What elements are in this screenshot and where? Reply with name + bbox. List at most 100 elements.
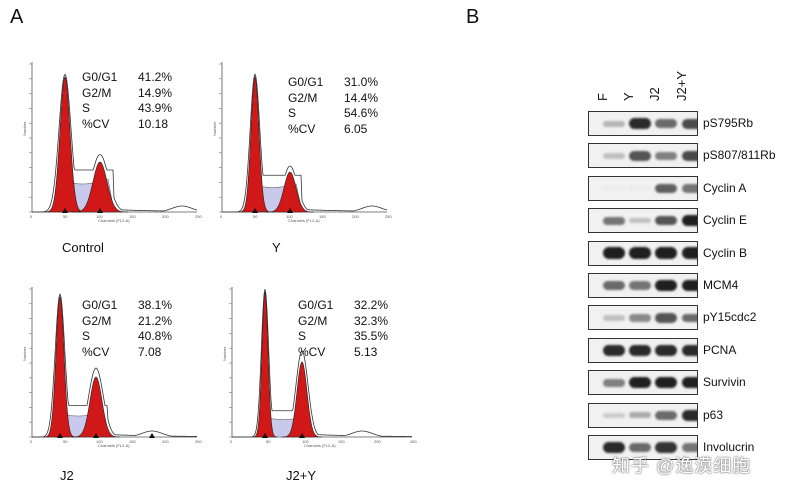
stat-value: 6.05 bbox=[344, 121, 368, 136]
blot-band bbox=[655, 376, 677, 389]
stat-value: 5.13 bbox=[354, 344, 378, 359]
blot-strip bbox=[588, 370, 698, 396]
blot-band bbox=[682, 247, 697, 259]
blot-strip bbox=[588, 305, 698, 331]
gate-marker bbox=[57, 433, 63, 438]
blot-band bbox=[629, 247, 651, 259]
lane-label: Y bbox=[621, 92, 636, 101]
blot-band bbox=[655, 344, 677, 356]
stats-control: G0/G1 41.2% G2/M 14.9% S 43.9% %CV 10.18 bbox=[82, 70, 172, 132]
stat-key: G0/G1 bbox=[298, 298, 334, 312]
x-tick-label: 50 bbox=[63, 214, 68, 219]
watermark: 知乎 @逸漠细胞 bbox=[612, 456, 752, 476]
blot-band bbox=[603, 315, 625, 321]
blot-band bbox=[603, 247, 625, 259]
lane-label: J2 bbox=[647, 87, 662, 101]
g0g1-peak bbox=[44, 76, 86, 213]
stat-value: 7.08 bbox=[138, 344, 162, 359]
panel-a-label: A bbox=[10, 6, 24, 28]
blot-band bbox=[629, 344, 651, 356]
stat-value: 21.2% bbox=[138, 313, 173, 328]
x-tick-label: 0 bbox=[220, 214, 223, 219]
blot-protein-label: pY15cdc2 bbox=[703, 310, 757, 325]
blot-strip bbox=[588, 143, 698, 169]
blot-band bbox=[603, 344, 625, 356]
stat-key: S bbox=[82, 329, 91, 343]
blot-band bbox=[655, 247, 677, 259]
y-axis-label: Number bbox=[22, 346, 27, 361]
y-axis-label: Number bbox=[212, 121, 217, 136]
blot-protein-label: pS807/811Rb bbox=[703, 148, 776, 163]
blot-protein-label: PCNA bbox=[703, 342, 737, 357]
blot-strip bbox=[588, 402, 698, 428]
stats-j2y: G0/G1 32.2% G2/M 32.3% S 35.5% %CV 5.13 bbox=[298, 298, 388, 360]
blot-band bbox=[682, 184, 697, 193]
histogram-outline bbox=[222, 73, 388, 213]
blot-band bbox=[655, 313, 677, 323]
g0g1-peak bbox=[238, 76, 272, 213]
blot-band bbox=[682, 313, 697, 323]
gate-marker bbox=[62, 208, 68, 213]
blot-band bbox=[655, 279, 677, 292]
blot-strip bbox=[588, 435, 698, 460]
blot-protein-label: pS795Rb bbox=[703, 116, 754, 130]
x-axis-label: Channels (FL2-A) bbox=[98, 443, 130, 448]
histogram-outline bbox=[32, 292, 198, 438]
x-tick-label: 200 bbox=[374, 439, 381, 444]
blot-band bbox=[629, 117, 651, 130]
histogram-plot: Number 0 50 100 150 200 250 Channels (FL2-A) bbox=[22, 287, 202, 448]
gate-marker bbox=[97, 208, 103, 213]
x-tick-label: 150 bbox=[129, 214, 136, 219]
histogram-plot: Number 0 50 100 150 200 250 Channels (FL2-A) bbox=[22, 62, 202, 223]
lane-label: F bbox=[595, 93, 610, 101]
stats-y: G0/G1 31.0% G2/M 14.4% S 54.6% %CV 6.05 bbox=[288, 75, 378, 137]
histogram-j2y: Number 0 50 100 150 200 250 Channels (FL2-A) bbox=[222, 285, 424, 453]
g2m-peak bbox=[281, 361, 323, 438]
x-tick-label: 250 bbox=[410, 439, 417, 444]
blot-band bbox=[629, 411, 651, 419]
g0g1-peak bbox=[252, 291, 278, 438]
blot-protein-label: Cyclin A bbox=[703, 180, 747, 195]
gate-marker bbox=[299, 433, 305, 438]
stat-key: %CV bbox=[298, 344, 326, 359]
blot-band bbox=[603, 216, 625, 225]
x-axis-label: Channels (FL2-A) bbox=[98, 218, 130, 223]
x-tick-label: 50 bbox=[253, 214, 258, 219]
blot-band bbox=[682, 279, 697, 292]
blot-band bbox=[629, 281, 651, 290]
stat-key: S bbox=[82, 101, 91, 115]
stat-value: 10.18 bbox=[138, 116, 169, 131]
x-tick-label: 50 bbox=[63, 439, 68, 444]
x-tick-label: 200 bbox=[162, 214, 169, 219]
y-axis-label: Number bbox=[22, 121, 27, 136]
blot-strip bbox=[588, 208, 698, 234]
gate-marker bbox=[93, 433, 99, 438]
blot-band bbox=[629, 217, 651, 224]
gate-marker bbox=[149, 433, 155, 438]
blot-band bbox=[682, 344, 697, 356]
condition-label-j2: J2 bbox=[60, 468, 74, 483]
condition-label-control: Control bbox=[62, 240, 104, 255]
blot-band bbox=[655, 410, 677, 420]
panel-b-label: B bbox=[466, 6, 480, 28]
blot-band bbox=[603, 441, 625, 454]
histogram-plot: Number 0 50 100 150 200 250 Channels (FL2-A) bbox=[212, 62, 392, 223]
x-tick-label: 100 bbox=[96, 439, 103, 444]
blot-band bbox=[655, 183, 677, 193]
x-tick-label: 100 bbox=[96, 214, 103, 219]
gate-marker bbox=[262, 433, 268, 438]
histogram-outline bbox=[232, 289, 413, 438]
gate-marker bbox=[287, 208, 293, 213]
condition-label-j2y: J2+Y bbox=[286, 468, 316, 483]
blot-protein-label: p63 bbox=[703, 407, 724, 422]
blot-band bbox=[603, 378, 625, 387]
x-tick-label: 0 bbox=[30, 214, 33, 219]
gate-marker bbox=[252, 208, 258, 213]
x-tick-label: 250 bbox=[385, 214, 392, 219]
blot-band bbox=[629, 376, 651, 389]
g2m-peak bbox=[71, 376, 121, 438]
blot-protein-label: Involucrin bbox=[703, 440, 755, 454]
histogram-outline bbox=[32, 73, 198, 213]
stats-j2: G0/G1 38.1% G2/M 21.2% S 40.8% %CV 7.08 bbox=[82, 298, 172, 360]
blot-protein-label: Cyclin B bbox=[703, 245, 748, 260]
